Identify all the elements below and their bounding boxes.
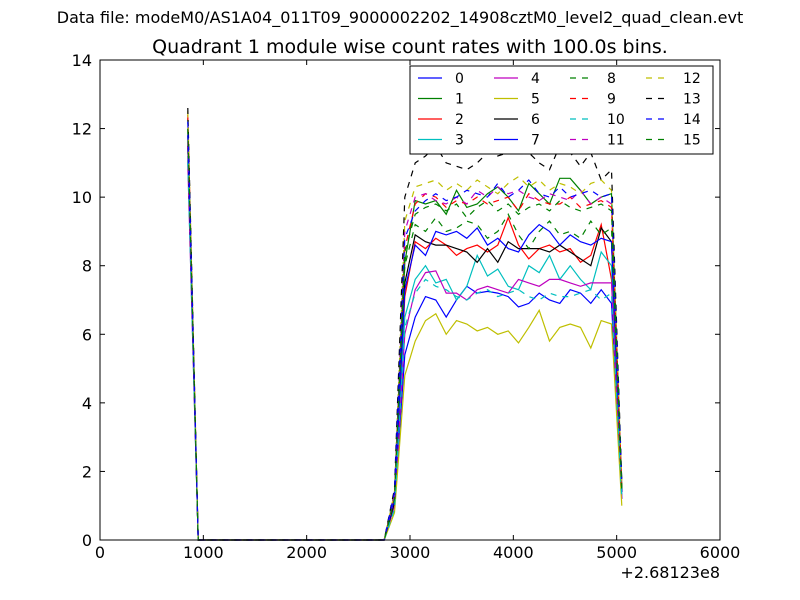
y-tick-label: 14	[72, 51, 92, 70]
x-tick-label: 4000	[493, 543, 534, 562]
legend-label: 0	[455, 71, 464, 87]
x-offset-label: +2.68123e8	[620, 563, 720, 582]
series-line-8	[187, 118, 623, 541]
x-tick-label: 5000	[596, 543, 637, 562]
x-tick-label: 0	[95, 543, 105, 562]
legend-label: 8	[607, 71, 616, 87]
legend-label: 5	[531, 92, 540, 108]
legend-label: 2	[455, 112, 464, 128]
legend-label: 14	[683, 112, 701, 128]
legend-label: 13	[683, 92, 701, 108]
legend-label: 12	[683, 71, 701, 87]
series-line-3	[187, 155, 623, 541]
x-tick-label: 3000	[390, 543, 431, 562]
y-tick-label: 12	[72, 120, 92, 139]
y-tick-label: 6	[82, 325, 92, 344]
y-tick-label: 4	[82, 394, 92, 413]
legend-label: 1	[455, 92, 464, 108]
y-tick-label: 2	[82, 462, 92, 481]
plot-lines	[187, 107, 623, 541]
x-tick-label: 2000	[286, 543, 327, 562]
legend-label: 3	[455, 133, 464, 149]
legend-label: 10	[607, 112, 625, 128]
x-tick-label: 1000	[183, 543, 224, 562]
x-tick-label: 6000	[700, 543, 741, 562]
y-tick-label: 0	[82, 531, 92, 550]
y-tick-label: 10	[72, 188, 92, 207]
legend-label: 15	[683, 133, 701, 149]
series-line-9	[187, 114, 623, 541]
chart-title: Quadrant 1 module wise count rates with …	[152, 36, 668, 58]
legend-label: 4	[531, 71, 540, 87]
figure-suptitle: Data file: modeM0/AS1A04_011T09_90000022…	[56, 8, 744, 27]
legend-label: 6	[531, 112, 540, 128]
legend-label: 11	[607, 133, 625, 149]
y-tick-label: 8	[82, 257, 92, 276]
legend-label: 7	[531, 133, 540, 149]
legend-label: 9	[607, 92, 616, 108]
